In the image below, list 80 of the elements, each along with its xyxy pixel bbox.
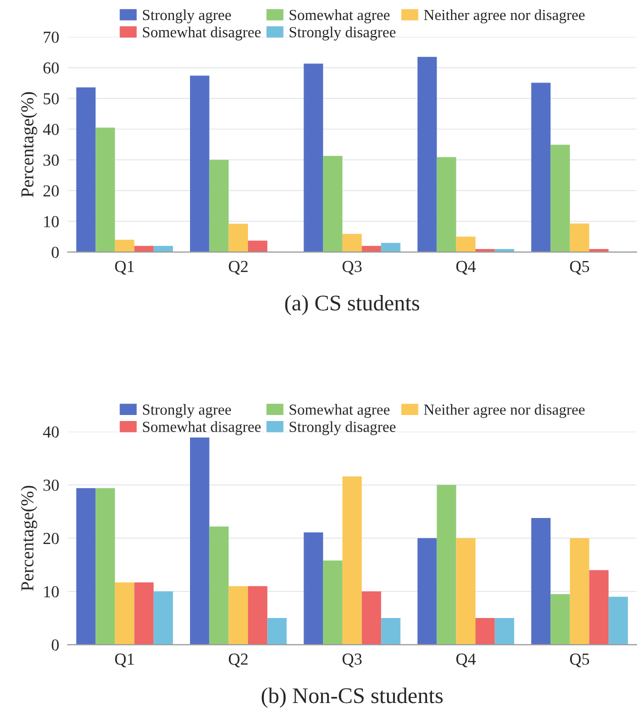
bar [76,488,96,645]
bar [531,518,551,645]
bar [76,87,96,252]
bar [436,157,456,252]
y-tick-label: 50 [44,93,59,104]
legend-label: Somewhat disagree [142,26,261,40]
bar [550,594,570,645]
bar [248,586,268,645]
legend-label: Strongly disagree [290,421,396,436]
y-tick-label: 40 [43,124,59,136]
y-tick-label: 40 [43,426,59,438]
legend-label: Neither agree nor disagree [424,9,585,24]
bar [362,591,382,645]
bar [304,532,324,645]
x-tick-label: Q1 [115,260,134,275]
bar [190,438,210,645]
y-tick-label: 10 [44,586,59,598]
bar [228,586,248,645]
y-axis-title: Percentage(%) [20,92,38,198]
bar [456,538,476,645]
bar [190,76,210,252]
bar [304,64,324,252]
bar [494,618,514,645]
legend-label: Strongly disagree [290,26,396,40]
bar [134,582,154,645]
bar [456,236,476,252]
x-tick-label: Q4 [456,654,476,668]
bar [550,144,570,252]
bar [436,484,456,645]
y-tick-label: 30 [44,480,59,491]
x-tick-label: Q1 [115,654,134,668]
y-tick-label: 0 [52,639,59,651]
text: (b) Non-CS students [262,688,443,708]
bar [342,234,362,252]
bar [154,246,173,252]
bar [209,160,229,252]
bar [381,618,400,645]
y-axis-title: Percentage(%) [20,486,38,591]
bar [267,618,287,645]
bar [114,582,134,645]
bar [570,538,590,645]
x-tick-label: Q3 [342,654,362,668]
legend-label: Strongly agree [142,404,231,418]
x-tick-label: Q5 [570,654,590,668]
y-tick-label: 20 [43,532,59,544]
y-tick-label: 30 [44,154,59,166]
bar [209,526,229,645]
bar [114,240,134,252]
bar [323,156,342,252]
y-tick-label: 10 [44,216,59,228]
y-tick-label: 0 [52,246,59,258]
x-tick-label: Q2 [228,654,248,668]
legend-label: Somewhat agree [290,9,390,24]
bar [476,618,495,645]
bar [608,596,628,645]
x-tick-label: Q3 [342,260,362,275]
legend-label: Strongly agree [142,9,231,24]
bar [381,242,400,252]
bar [342,476,362,645]
legend-label: Somewhat disagree [142,421,261,436]
x-tick-label: Q4 [456,260,476,275]
bar [96,128,115,252]
y-tick-label: 60 [43,62,59,74]
legend-label: Somewhat agree [290,404,390,418]
bar [323,560,342,645]
text: (a) CS students [285,294,420,316]
bar [154,591,173,645]
bar [248,240,268,252]
bar [417,56,437,252]
bar [228,224,248,252]
x-tick-label: Q2 [228,260,248,275]
bar [531,82,551,252]
y-tick-label: 70 [44,32,59,43]
bar [96,488,115,645]
bar [417,538,437,645]
bar [589,570,609,645]
bar [570,223,590,252]
legend-label: Neither agree nor disagree [424,404,585,418]
x-tick-label: Q5 [570,260,590,275]
y-tick-label: 20 [43,185,59,197]
